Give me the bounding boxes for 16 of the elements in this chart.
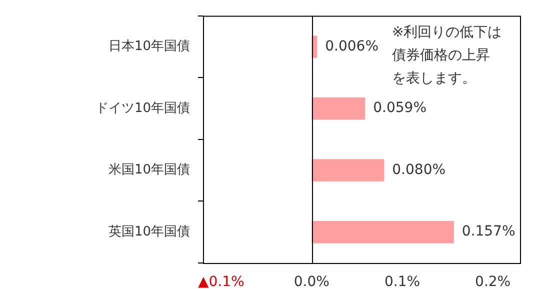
- y-tick-label: 日本10年国債: [108, 39, 190, 54]
- x-tick-label: 0.0%: [294, 274, 330, 289]
- y-tick-label: 英国10年国債: [108, 224, 190, 240]
- x-tick-label: 0.2%: [475, 274, 511, 289]
- data-label: 0.157%: [462, 224, 516, 240]
- x-tick-label: 0.1%: [384, 274, 420, 289]
- bar: [312, 97, 366, 120]
- annotation: ※利回りの低下は債券価格の上昇を表します。: [392, 24, 502, 86]
- data-label: 0.059%: [373, 100, 427, 116]
- data-label: 0.080%: [392, 162, 446, 178]
- y-tick-label: ドイツ10年国債: [95, 100, 190, 116]
- y-tick-label: 米国10年国債: [108, 162, 190, 178]
- bar: [312, 220, 454, 244]
- bar: [312, 159, 384, 182]
- data-label: 0.006%: [325, 38, 379, 54]
- x-tick-label: ▲0.1%: [198, 274, 244, 289]
